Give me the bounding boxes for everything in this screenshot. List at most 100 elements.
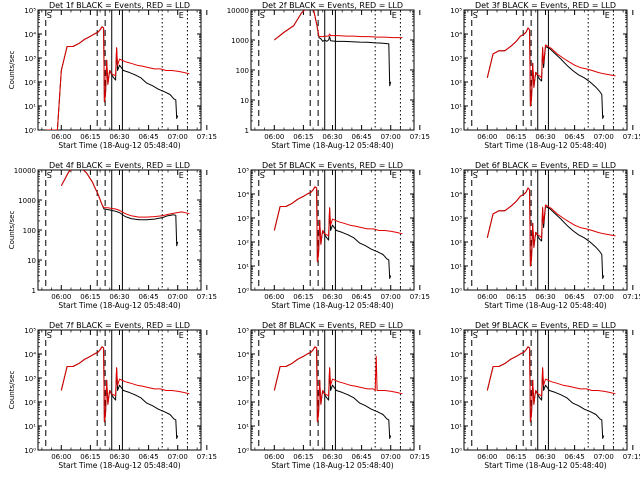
x-tick-label: 07:00 <box>594 133 614 141</box>
x-tick-label: 07:15 <box>410 293 430 301</box>
x-tick-label: 07:15 <box>623 453 640 461</box>
y-tick-label: 10⁰ <box>24 127 36 135</box>
y-tick-label: 10³ <box>450 55 462 63</box>
x-tick-label: 06:00 <box>51 293 71 301</box>
flag-s: S <box>260 11 265 20</box>
panel-7: Det 7f BLACK = Events, RED = LLD 10⁰ 10¹ 10… <box>8 321 217 470</box>
y-tick-label: 10⁰ <box>237 447 249 455</box>
x-tick-label: 06:00 <box>477 293 497 301</box>
flag-s: S <box>473 11 478 20</box>
x-tick-label: 07:00 <box>168 133 188 141</box>
y-tick-label: 100 <box>23 227 36 235</box>
x-tick-label: 06:45 <box>139 293 159 301</box>
x-tick-label: 07:00 <box>594 453 614 461</box>
series-line-red <box>486 27 616 107</box>
flag-e: E <box>179 331 184 340</box>
y-tick-label: 10⁵ <box>450 327 462 335</box>
y-tick-label: 10³ <box>450 215 462 223</box>
series-group <box>273 346 403 439</box>
y-tick-label: 10³ <box>237 215 249 223</box>
x-tick-label: 07:00 <box>381 453 401 461</box>
x-tick-label: 06:15 <box>506 133 526 141</box>
x-axis-label: Start Time (18-Aug-12 05:48:40) <box>271 301 393 310</box>
x-tick-label: 06:45 <box>565 293 585 301</box>
y-tick-label: 10² <box>237 239 249 247</box>
x-tick-label: 07:15 <box>197 133 217 141</box>
x-tick-label: 07:00 <box>594 293 614 301</box>
panel-9: Det 9f BLACK = Events, RED = LLD 10⁰ 10¹ 10… <box>450 321 640 470</box>
y-tick-label: 10³ <box>24 375 36 383</box>
chart-title: Det 6f BLACK = Events, RED = LLD <box>475 161 616 170</box>
y-axis-label: Counts/sec <box>8 371 16 410</box>
series-line-black <box>60 170 179 247</box>
x-axis-label: Start Time (18-Aug-12 05:48:40) <box>271 141 393 150</box>
series-line-red <box>486 187 616 267</box>
chart-title: Det 7f BLACK = Events, RED = LLD <box>49 321 190 330</box>
y-tick-label: 10⁵ <box>450 167 462 175</box>
x-tick-label: 06:00 <box>264 133 284 141</box>
x-tick-label: 06:30 <box>535 293 555 301</box>
y-tick-label: 1 <box>245 127 249 135</box>
x-tick-label: 06:15 <box>506 293 526 301</box>
y-tick-label: 10000 <box>227 7 249 15</box>
series-group <box>45 26 190 130</box>
y-tick-label: 10² <box>450 399 462 407</box>
x-tick-label: 07:00 <box>381 133 401 141</box>
flag-e: E <box>179 11 184 20</box>
flag-s: S <box>473 171 478 180</box>
flag-e: E <box>605 331 610 340</box>
x-axis-label: Start Time (18-Aug-12 05:48:40) <box>58 141 180 150</box>
x-axis-label: Start Time (18-Aug-12 05:48:40) <box>58 461 180 470</box>
chart-title: Det 5f BLACK = Events, RED = LLD <box>262 161 403 170</box>
flag-e: E <box>392 331 397 340</box>
y-tick-label: 10³ <box>237 375 249 383</box>
y-axis-label: Counts/sec <box>8 51 16 90</box>
x-tick-label: 07:00 <box>168 293 188 301</box>
chart-title: Det 9f BLACK = Events, RED = LLD <box>475 321 616 330</box>
x-tick-label: 06:15 <box>80 453 100 461</box>
x-tick-label: 06:30 <box>535 133 555 141</box>
series-line-black <box>273 186 392 279</box>
x-axis-label: Start Time (18-Aug-12 05:48:40) <box>484 461 606 470</box>
y-tick-label: 10² <box>24 79 36 87</box>
x-tick-label: 06:15 <box>506 453 526 461</box>
x-tick-label: 07:15 <box>410 453 430 461</box>
x-tick-label: 06:30 <box>535 453 555 461</box>
x-tick-label: 06:00 <box>264 293 284 301</box>
x-tick-label: 06:00 <box>51 453 71 461</box>
y-tick-label: 10⁴ <box>24 351 36 359</box>
y-tick-label: 10¹ <box>24 423 36 431</box>
series-group <box>60 346 190 439</box>
y-tick-label: 10¹ <box>450 263 462 271</box>
y-tick-label: 1 <box>32 287 36 295</box>
panel-4: Det 4f BLACK = Events, RED = LLD 1 10 100 10… <box>8 161 217 310</box>
flag-s: S <box>47 11 52 20</box>
series-line-black <box>273 10 392 87</box>
x-tick-label: 06:15 <box>293 453 313 461</box>
x-tick-label: 06:45 <box>352 293 372 301</box>
y-tick-label: 10⁵ <box>237 327 249 335</box>
y-tick-label: 10⁴ <box>450 191 462 199</box>
y-tick-label: 10¹ <box>24 103 36 111</box>
y-tick-label: 10 <box>240 97 249 105</box>
x-tick-label: 06:15 <box>293 293 313 301</box>
flag-e: E <box>605 11 610 20</box>
x-tick-label: 06:15 <box>80 133 100 141</box>
chart-title: Det 1f BLACK = Events, RED = LLD <box>49 1 190 10</box>
y-tick-label: 10⁰ <box>450 127 462 135</box>
series-group <box>273 10 403 87</box>
x-axis-label: Start Time (18-Aug-12 05:48:40) <box>484 301 606 310</box>
series-line-red <box>45 26 190 130</box>
flag-s: S <box>47 171 52 180</box>
x-tick-label: 06:15 <box>293 133 313 141</box>
series-group <box>486 187 616 279</box>
x-tick-label: 06:45 <box>139 453 159 461</box>
series-line-black <box>273 346 392 439</box>
panel-5: Det 5f BLACK = Events, RED = LLD 10⁰ 10¹ 10… <box>237 161 430 310</box>
flag-e: E <box>605 171 610 180</box>
y-tick-label: 10 <box>27 257 36 265</box>
y-tick-label: 10⁰ <box>237 287 249 295</box>
series-group <box>486 346 616 439</box>
x-tick-label: 06:00 <box>477 453 497 461</box>
